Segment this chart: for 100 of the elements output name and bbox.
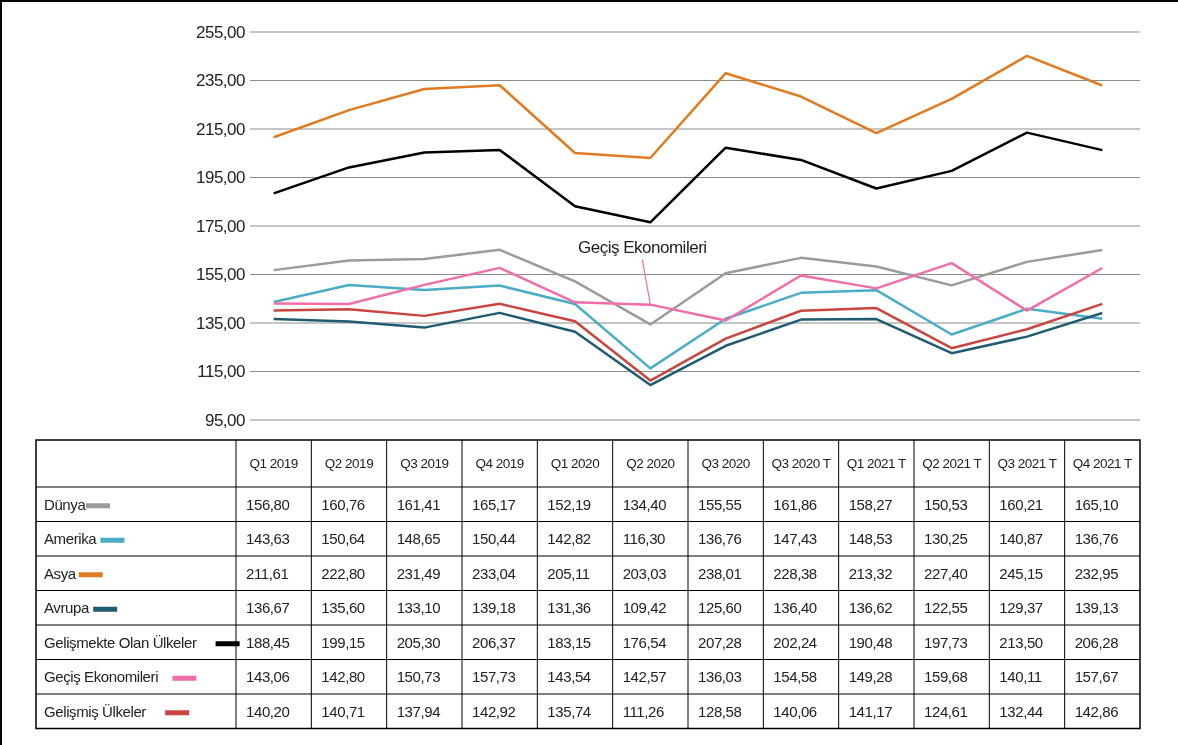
data-label: 165,10 <box>1074 495 1119 513</box>
data-label: 149,28 <box>848 668 893 685</box>
y-tick-label: 195,00 <box>196 168 246 188</box>
legend-label: Gelişmekte Olan Ülkeler <box>44 633 197 651</box>
data-label: 150,64 <box>321 530 365 547</box>
data-label: 135,74 <box>547 702 591 720</box>
data-label: 203,03 <box>622 564 667 582</box>
y-tick-label: 235,00 <box>196 71 246 91</box>
data-label: 150,44 <box>472 530 516 547</box>
data-label: 176,54 <box>622 633 667 651</box>
data-label: 131,36 <box>547 599 591 616</box>
data-label: 142,57 <box>622 668 667 685</box>
data-label: 199,15 <box>321 633 365 651</box>
data-label: 183,15 <box>547 633 591 651</box>
legend-label: Dünya <box>44 495 87 513</box>
data-label: 116,30 <box>622 530 666 547</box>
data-label: 157,67 <box>1074 668 1119 685</box>
data-label: 142,92 <box>472 702 516 720</box>
x-tick-label: Q4 2019 <box>475 456 524 472</box>
data-label: 161,41 <box>396 495 441 513</box>
data-label: 130,25 <box>924 530 968 547</box>
legend-label: Geçiş Ekonomileri <box>44 668 159 685</box>
data-label: 152,19 <box>547 495 591 513</box>
data-label: 156,80 <box>246 495 290 513</box>
data-label: 142,86 <box>1074 702 1119 720</box>
y-tick-label: 255,00 <box>196 22 246 42</box>
data-label: 211,61 <box>246 564 289 582</box>
data-label: 188,45 <box>246 633 290 651</box>
x-tick-label: Q3 2020 T <box>771 456 831 472</box>
data-label: 136,67 <box>246 599 290 616</box>
data-label: 159,68 <box>924 668 968 685</box>
data-label: 202,24 <box>773 633 817 651</box>
data-label: 142,80 <box>321 668 365 685</box>
legend-label: Avrupa <box>44 599 90 616</box>
legend-label: Asya <box>44 564 77 582</box>
y-tick-label: 95,00 <box>204 410 246 430</box>
data-label: 213,32 <box>848 564 893 582</box>
data-label: 132,44 <box>999 702 1043 720</box>
data-label: 228,38 <box>773 564 817 582</box>
data-label: 140,11 <box>999 668 1042 685</box>
x-tick-label: Q3 2020 <box>701 456 750 472</box>
data-label: 143,63 <box>246 530 290 547</box>
data-label: 205,11 <box>547 564 590 582</box>
data-label: 140,20 <box>246 702 290 720</box>
y-tick-label: 115,00 <box>197 362 246 382</box>
data-label: 139,18 <box>472 599 516 616</box>
x-tick-label: Q3 2019 <box>400 456 449 472</box>
data-label: 136,03 <box>698 668 742 685</box>
data-label: 122,55 <box>924 599 968 616</box>
data-label: 161,86 <box>773 495 817 513</box>
data-label: 165,17 <box>472 495 516 513</box>
data-label: 134,40 <box>622 495 667 513</box>
line-series <box>272 54 1104 160</box>
data-label: 233,04 <box>472 564 516 582</box>
data-label: 142,82 <box>547 530 591 547</box>
data-label: 160,76 <box>321 495 365 513</box>
line-series <box>272 302 1104 382</box>
x-tick-label: Q3 2021 T <box>997 456 1057 472</box>
y-tick-label: 175,00 <box>196 216 246 236</box>
data-label: 140,71 <box>321 702 365 720</box>
line-series <box>272 311 1104 387</box>
data-label: 231,49 <box>396 564 441 582</box>
data-label: 141,17 <box>848 702 893 720</box>
data-label: 136,76 <box>1074 530 1119 547</box>
data-label: 143,54 <box>547 668 591 685</box>
data-label: 139,13 <box>1074 599 1119 616</box>
data-label: 125,60 <box>698 599 742 616</box>
data-label: 190,48 <box>848 633 893 651</box>
data-label: 143,06 <box>246 668 290 685</box>
data-label: 160,21 <box>999 495 1043 513</box>
data-label: 140,06 <box>773 702 817 720</box>
data-label: 206,37 <box>472 633 516 651</box>
x-tick-label: Q2 2021 T <box>922 456 982 472</box>
data-label: 245,15 <box>999 564 1043 582</box>
line-series <box>272 131 1104 224</box>
data-label: 150,53 <box>924 495 968 513</box>
data-label: 227,40 <box>924 564 968 582</box>
x-tick-label: Q2 2019 <box>324 456 374 472</box>
data-label: 238,01 <box>698 564 742 582</box>
data-label: 128,58 <box>698 702 742 720</box>
data-label: 222,80 <box>321 564 365 582</box>
data-label: 140,87 <box>999 530 1043 547</box>
data-label: 136,40 <box>773 599 817 616</box>
data-label: 129,37 <box>999 599 1043 616</box>
data-label: 136,76 <box>698 530 742 547</box>
data-label: 109,42 <box>622 599 667 616</box>
y-tick-label: 155,00 <box>196 265 246 285</box>
y-tick-label: 135,00 <box>196 313 246 333</box>
x-tick-label: Q2 2020 <box>626 456 675 472</box>
data-label: 197,73 <box>924 633 968 651</box>
line-series <box>272 283 1104 370</box>
legend-label: Amerika <box>44 530 98 547</box>
x-tick-label: Q1 2019 <box>249 456 298 472</box>
y-tick-label: 215,00 <box>196 119 246 139</box>
data-label: 148,65 <box>396 530 441 547</box>
data-label: 133,10 <box>396 599 441 616</box>
data-label: 136,62 <box>848 599 893 616</box>
data-label: 154,58 <box>773 668 817 685</box>
data-label: 158,27 <box>848 495 893 513</box>
legend-label: Gelişmiş Ülkeler <box>44 702 147 720</box>
